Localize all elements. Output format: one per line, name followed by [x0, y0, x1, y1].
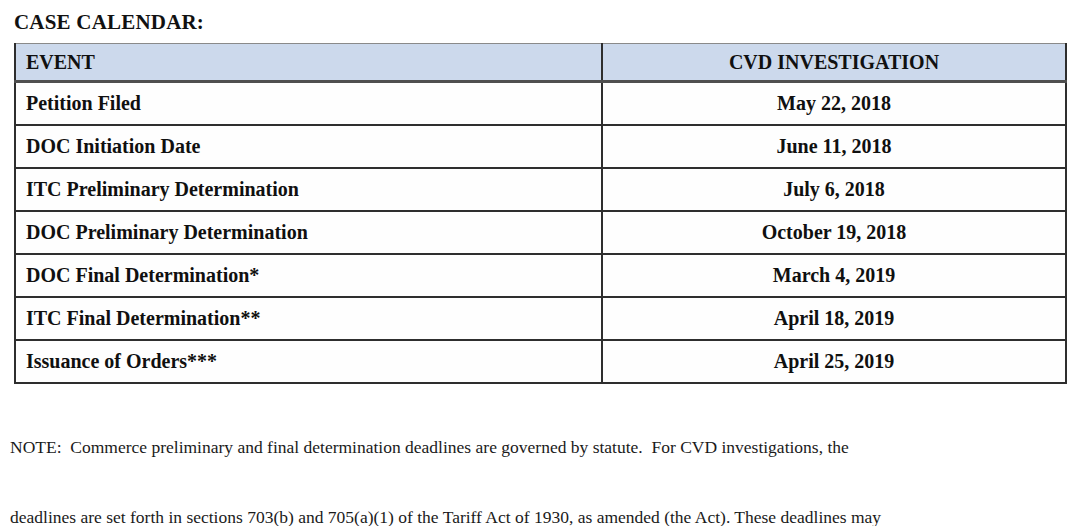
event-cell: ITC Preliminary Determination	[15, 168, 602, 211]
table-row: ITC Final Determination** April 18, 2019	[15, 297, 1066, 340]
event-cell: DOC Initiation Date	[15, 125, 602, 168]
date-cell: July 6, 2018	[602, 168, 1066, 211]
event-cell: Issuance of Orders***	[15, 340, 602, 383]
table-row: Issuance of Orders*** April 25, 2019	[15, 340, 1066, 383]
note-line: deadlines are set forth in sections 703(…	[10, 506, 1080, 526]
table-row: Petition Filed May 22, 2018	[15, 82, 1066, 126]
header-row: EVENT CVD INVESTIGATION	[15, 44, 1066, 82]
table-header: EVENT CVD INVESTIGATION	[15, 44, 1066, 82]
event-cell: ITC Final Determination**	[15, 297, 602, 340]
table-row: DOC Initiation Date June 11, 2018	[15, 125, 1066, 168]
table-body: Petition Filed May 22, 2018 DOC Initiati…	[15, 82, 1066, 384]
document-page: CASE CALENDAR: EVENT CVD INVESTIGATION P…	[0, 0, 1080, 526]
date-cell: April 25, 2019	[602, 340, 1066, 383]
date-cell: April 18, 2019	[602, 297, 1066, 340]
table-row: DOC Preliminary Determination October 19…	[15, 211, 1066, 254]
case-calendar-table: EVENT CVD INVESTIGATION Petition Filed M…	[14, 43, 1067, 384]
event-cell: DOC Final Determination*	[15, 254, 602, 297]
date-cell: May 22, 2018	[602, 82, 1066, 126]
date-cell: March 4, 2019	[602, 254, 1066, 297]
column-header-event: EVENT	[15, 44, 602, 82]
note-line: NOTE: Commerce preliminary and final det…	[10, 436, 1080, 459]
table-row: ITC Preliminary Determination July 6, 20…	[15, 168, 1066, 211]
notes-block: NOTE: Commerce preliminary and final det…	[10, 389, 1080, 526]
date-cell: June 11, 2018	[602, 125, 1066, 168]
page-title: CASE CALENDAR:	[14, 10, 1080, 35]
column-header-cvd-investigation: CVD INVESTIGATION	[602, 44, 1066, 82]
table-row: DOC Final Determination* March 4, 2019	[15, 254, 1066, 297]
event-cell: Petition Filed	[15, 82, 602, 126]
event-cell: DOC Preliminary Determination	[15, 211, 602, 254]
date-cell: October 19, 2018	[602, 211, 1066, 254]
